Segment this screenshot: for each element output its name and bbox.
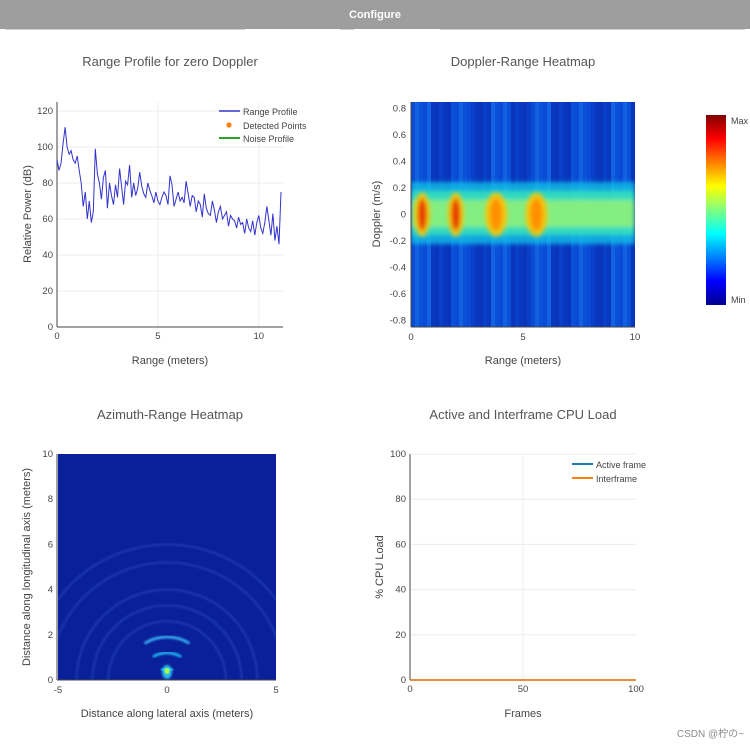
doppler-range-x-ticks: 0 5 10	[408, 332, 640, 343]
azimuth-range-faint-arc	[107, 620, 227, 680]
cpu-load-panel: Active and Interframe CPU Load 0 20 40 60 80…	[374, 407, 646, 720]
azimuth-range-title: Azimuth-Range Heatmap	[97, 407, 243, 422]
range-profile-ytick-label: 0	[48, 322, 53, 333]
top-bar-divider-right	[440, 29, 745, 30]
top-bar-divider-left	[5, 29, 245, 30]
doppler-range-heatmap-image	[411, 102, 635, 327]
azimuth-range-ytick-label: 4	[48, 585, 53, 596]
range-profile-xtick-label: 10	[253, 331, 264, 342]
doppler-range-xtick-label: 10	[630, 332, 641, 343]
azimuth-range-bright-arc	[152, 651, 182, 658]
doppler-range-colorbar	[706, 115, 726, 305]
doppler-range-hotspot-core	[451, 198, 461, 231]
doppler-range-xlabel: Range (meters)	[485, 355, 561, 367]
range-profile-grid	[57, 102, 283, 327]
watermark: CSDN @柠の~	[676, 729, 744, 740]
doppler-range-xtick-label: 0	[408, 332, 413, 343]
legend-detected-points: Detected Points	[243, 121, 307, 131]
azimuth-range-xtick-label: 5	[273, 685, 278, 696]
azimuth-range-ytick-label: 10	[42, 449, 53, 460]
cpu-load-ytick-label: 80	[395, 494, 406, 505]
doppler-range-panel: Doppler-Range Heatmap -0.8-0.6-0.4-0.200…	[371, 54, 749, 367]
cpu-load-ytick-label: 100	[390, 449, 406, 460]
cpu-load-legend: Active frame Interframe	[572, 460, 646, 484]
doppler-range-ylabel: Doppler (m/s)	[371, 181, 383, 248]
top-bar-divider-mid	[340, 29, 354, 30]
azimuth-range-xtick-label: -5	[54, 685, 62, 696]
azimuth-range-ytick-label: 6	[48, 539, 53, 550]
doppler-range-title: Doppler-Range Heatmap	[451, 54, 596, 69]
range-profile-xtick-label: 0	[54, 331, 59, 342]
doppler-range-xtick-label: 5	[520, 332, 525, 343]
cpu-load-y-ticks: 0 20 40 60 80 100	[390, 449, 406, 686]
range-profile-xlabel: Range (meters)	[132, 355, 208, 367]
cpu-load-title: Active and Interframe CPU Load	[429, 407, 616, 422]
azimuth-range-ytick-label: 0	[48, 675, 53, 686]
range-profile-ytick-label: 80	[42, 178, 53, 189]
doppler-range-ytick-label: -0.4	[390, 262, 406, 273]
legend-interframe: Interframe	[596, 474, 637, 484]
range-profile-legend: Range Profile Detected Points Noise Prof…	[219, 107, 307, 144]
range-profile-ytick-label: 60	[42, 214, 53, 225]
azimuth-range-faint-arc	[91, 604, 243, 680]
colorbar-min-label: Min	[731, 295, 746, 305]
azimuth-range-faint-arc	[75, 588, 259, 680]
doppler-range-ytick-label: 0.4	[393, 157, 406, 168]
doppler-range-ytick-label: 0.2	[393, 183, 406, 194]
doppler-range-hotspot-core	[417, 198, 427, 231]
range-profile-ytick-label: 100	[37, 142, 53, 153]
doppler-range-ytick-label: 0.8	[393, 104, 406, 115]
azimuth-range-xtick-label: 0	[164, 685, 169, 696]
cpu-load-ytick-label: 20	[395, 630, 406, 641]
range-profile-title: Range Profile for zero Doppler	[82, 54, 258, 69]
colorbar-max-label: Max	[731, 116, 749, 126]
azimuth-range-hotspot-core	[164, 668, 170, 674]
cpu-load-x-ticks: 0 50 100	[407, 684, 644, 695]
doppler-range-hotspot-core	[530, 198, 543, 231]
azimuth-range-y-ticks: 0 2 4 6 8 10	[42, 449, 53, 686]
azimuth-range-heatmap-image	[58, 454, 276, 680]
doppler-range-ytick-label: -0.6	[390, 289, 406, 300]
cpu-load-ytick-label: 40	[395, 585, 406, 596]
range-profile-ylabel: Relative Power (dB)	[22, 165, 34, 263]
azimuth-range-ytick-label: 8	[48, 494, 53, 505]
legend-detected-points-swatch	[226, 122, 232, 128]
azimuth-range-ylabel: Distance along longitudinal axis (meters…	[21, 468, 33, 666]
cpu-load-xlabel: Frames	[504, 708, 542, 720]
azimuth-range-xlabel: Distance along lateral axis (meters)	[81, 708, 253, 720]
legend-range-profile: Range Profile	[243, 107, 298, 117]
azimuth-range-bright-arc	[143, 635, 191, 645]
cpu-load-grid	[410, 453, 636, 680]
configure-button[interactable]: Configure	[349, 8, 401, 21]
doppler-range-y-ticks: -0.8 -0.6 -0.4 -0.2 0 0.2 0.4 0.6 0.8	[390, 104, 406, 327]
doppler-range-ytick-label: -0.2	[390, 236, 406, 247]
range-profile-series-line	[56, 127, 282, 245]
azimuth-range-x-ticks: -5 0 5	[54, 685, 279, 696]
doppler-range-hotspot-core	[490, 198, 503, 231]
doppler-range-ytick-label: 0.6	[393, 130, 406, 141]
range-profile-xtick-label: 5	[155, 331, 160, 342]
doppler-range-ytick-label: 0	[401, 210, 406, 221]
azimuth-range-faint-arc	[58, 543, 276, 602]
range-profile-ytick-label: 20	[42, 286, 53, 297]
azimuth-range-ytick-label: 2	[48, 630, 53, 641]
cpu-load-xtick-label: 100	[628, 684, 644, 695]
range-profile-ytick-label: 40	[42, 250, 53, 261]
range-profile-panel: Range Profile for zero Doppler 0 20 40 60 80…	[22, 54, 307, 367]
legend-noise-profile: Noise Profile	[243, 134, 294, 144]
doppler-range-ytick-label: -0.8	[390, 315, 406, 326]
cpu-load-xtick-label: 0	[407, 684, 412, 695]
cpu-load-ytick-label: 60	[395, 539, 406, 550]
legend-active-frame: Active frame	[596, 460, 646, 470]
range-profile-y-ticks: 0 20 40 60 80 100 120	[37, 106, 53, 333]
azimuth-range-faint-arc	[58, 561, 276, 640]
top-bar: Configure	[0, 0, 750, 30]
cpu-load-ytick-label: 0	[401, 675, 406, 686]
range-profile-ytick-label: 120	[37, 106, 53, 117]
cpu-load-xtick-label: 50	[518, 684, 529, 695]
range-profile-x-ticks: 0 5 10	[54, 331, 264, 342]
cpu-load-ylabel: % CPU Load	[374, 535, 386, 599]
